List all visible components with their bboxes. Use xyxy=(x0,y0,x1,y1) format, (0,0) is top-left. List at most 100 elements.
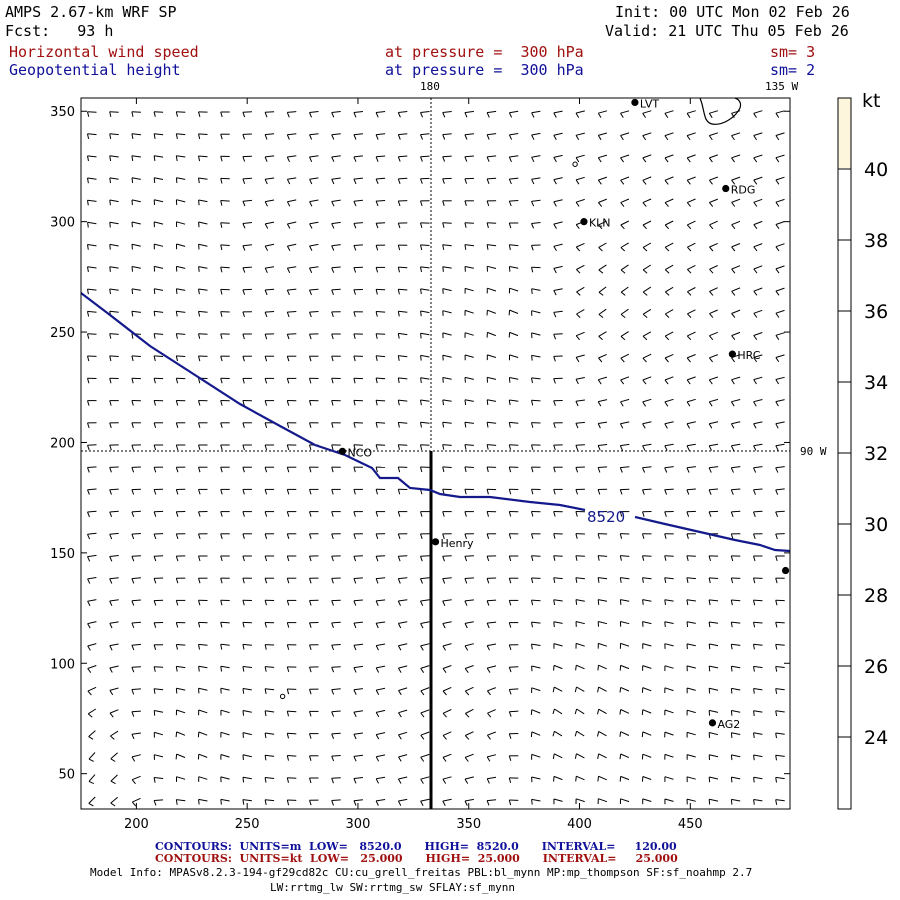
wind-barb-flag xyxy=(597,577,600,583)
wind-barb-flag xyxy=(730,445,735,451)
wind-barb-flag xyxy=(87,645,91,651)
wind-barb-staff xyxy=(731,265,741,270)
wind-barb-staff xyxy=(87,686,97,692)
wind-barb-staff xyxy=(664,753,674,758)
wind-barb-staff xyxy=(265,799,275,802)
wind-barb-flag xyxy=(619,577,622,583)
wind-barb-flag xyxy=(220,444,223,451)
wind-barb-flag xyxy=(552,687,555,693)
wind-barb-flag xyxy=(464,600,468,606)
wind-barb-flag xyxy=(242,444,245,451)
wind-barb-flag xyxy=(686,224,692,230)
wind-barb-staff xyxy=(576,730,585,737)
wind-barb-staff xyxy=(576,309,585,315)
wind-barb-staff xyxy=(442,686,452,692)
wind-barb-flag xyxy=(242,799,245,805)
wind-barb-staff xyxy=(620,308,629,315)
wind-barb-flag xyxy=(508,555,512,562)
wind-barb-flag xyxy=(353,311,356,317)
wind-barb-flag xyxy=(709,179,713,185)
station-dot xyxy=(338,447,347,455)
wind-barb-flag xyxy=(730,511,734,517)
y-tick-label: 200 xyxy=(50,436,75,451)
wind-barb-staff xyxy=(487,265,497,269)
wind-barb-flag xyxy=(775,335,780,340)
wind-barb-flag xyxy=(309,179,313,185)
wind-barb-flag xyxy=(109,623,113,629)
wind-barb-flag xyxy=(619,753,622,760)
wind-barb-staff xyxy=(709,665,719,669)
wind-barb-staff xyxy=(620,376,630,381)
wind-barb-staff xyxy=(731,776,741,780)
wind-barb-staff xyxy=(687,154,696,159)
wind-barb-flag xyxy=(109,133,112,139)
wind-barb-flag xyxy=(442,556,445,562)
wind-barb-staff xyxy=(331,688,341,691)
wind-barb-flag xyxy=(331,489,334,495)
wind-barb-staff xyxy=(664,331,674,337)
wind-barb-staff xyxy=(709,443,719,447)
wind-barb-flag xyxy=(309,777,312,784)
wind-barb-flag xyxy=(576,269,581,274)
wind-barb-flag xyxy=(242,112,246,118)
wind-barb-staff xyxy=(464,110,474,114)
wind-barb-flag xyxy=(331,622,334,628)
wind-barb-staff xyxy=(487,309,496,314)
wind-barb-flag xyxy=(664,555,667,561)
wind-barb-flag xyxy=(597,776,599,782)
wind-barb-flag xyxy=(331,600,334,606)
wind-barb-flag xyxy=(531,355,533,361)
wind-barb-flag xyxy=(575,423,579,429)
wind-barb-staff xyxy=(154,355,164,357)
wind-barb-flag xyxy=(198,177,200,184)
wind-barb-flag xyxy=(709,268,714,274)
wind-barb-flag xyxy=(286,422,290,428)
wind-barb-staff xyxy=(109,155,119,158)
wind-barb-staff xyxy=(620,286,629,293)
wind-barb-flag xyxy=(575,224,580,230)
wind-barb-flag xyxy=(575,489,578,495)
wind-barb-staff xyxy=(686,577,696,580)
wind-barb-flag xyxy=(775,799,778,805)
wind-barb-flag xyxy=(375,533,379,540)
wind-barb-staff xyxy=(709,220,718,226)
wind-barb-flag xyxy=(353,622,357,629)
wind-barb-flag xyxy=(575,379,579,385)
wind-barb-flag xyxy=(508,644,512,651)
wind-barb-staff xyxy=(664,176,674,181)
wind-barb-flag xyxy=(242,600,245,606)
wind-barb-flag xyxy=(309,578,312,584)
wind-barb-flag xyxy=(153,355,156,362)
wind-barb-staff xyxy=(686,443,696,447)
wind-barb-flag xyxy=(664,423,668,429)
wind-barb-flag xyxy=(375,400,378,406)
wind-barb-flag xyxy=(87,400,90,406)
wind-barb-flag xyxy=(664,357,669,363)
wind-barb-flag xyxy=(331,178,335,185)
wind-barb-flag xyxy=(286,467,290,473)
wind-barb-staff xyxy=(109,221,119,225)
wind-barb-staff xyxy=(131,666,141,668)
wind-barb-flag xyxy=(264,666,267,672)
wind-barb-flag xyxy=(487,690,491,696)
wind-barb-flag xyxy=(531,288,533,295)
wind-barb-staff xyxy=(464,376,474,380)
station-dot xyxy=(580,218,588,226)
wind-barb-staff xyxy=(110,796,119,804)
wind-barb-staff xyxy=(731,443,741,447)
wind-barb-staff xyxy=(687,220,696,226)
wind-barb-staff xyxy=(686,621,696,624)
wind-barb-flag xyxy=(153,378,156,384)
wind-barb-flag xyxy=(508,422,511,428)
wind-barb-staff xyxy=(664,731,674,736)
wind-barb-staff xyxy=(620,132,630,136)
wind-barb-staff xyxy=(109,555,119,557)
wind-barb-flag xyxy=(709,246,714,252)
station-dot xyxy=(708,719,717,727)
wind-barb-flag xyxy=(508,112,513,118)
wind-barb-flag xyxy=(131,756,136,762)
wind-barb-flag xyxy=(442,156,446,162)
wind-barb-flag xyxy=(597,687,600,693)
station-label: LVT xyxy=(640,97,659,110)
wind-barb-staff xyxy=(154,310,164,313)
